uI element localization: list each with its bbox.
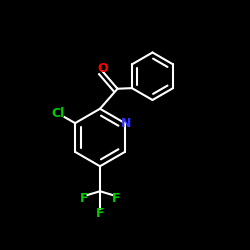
Text: O: O [97,62,108,75]
Text: Cl: Cl [51,106,64,120]
Text: F: F [112,192,120,205]
Text: F: F [96,207,104,220]
Text: F: F [80,192,88,205]
Text: N: N [121,116,131,130]
